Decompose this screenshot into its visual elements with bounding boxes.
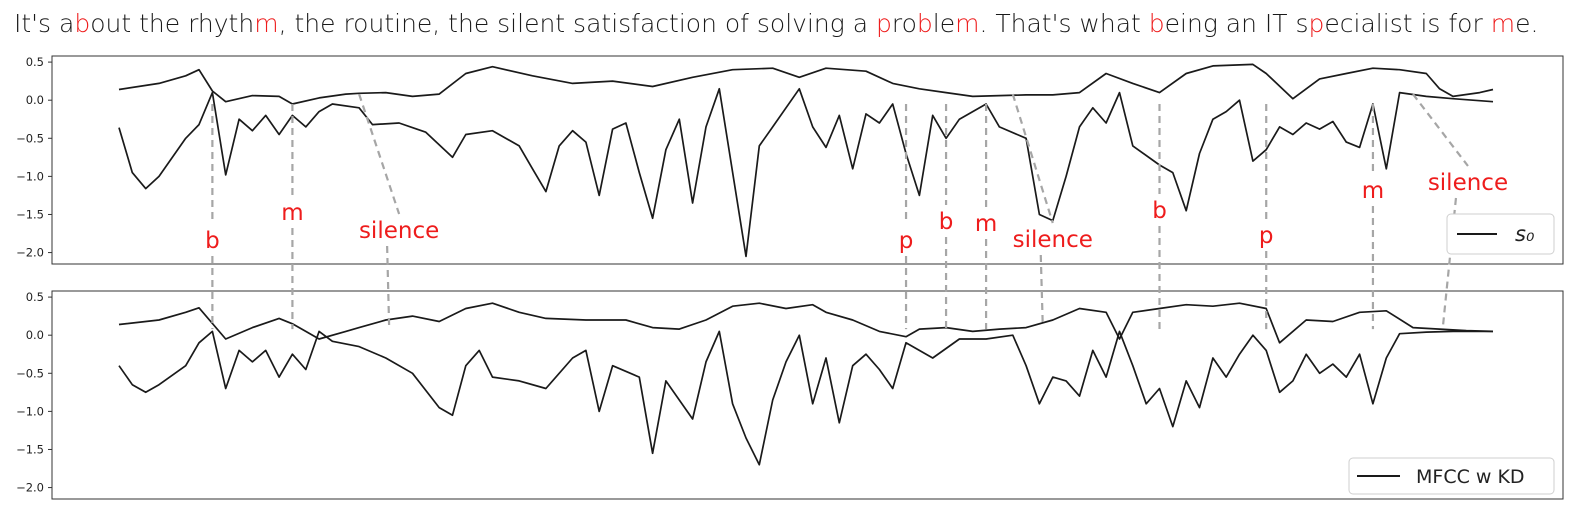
series-line-lower-curve [118,87,1494,258]
series-line-upper-curve [118,302,1494,344]
annotation-connector [358,93,401,215]
sentence-segment: e. [1515,9,1538,38]
highlighted-letter: b [917,9,933,38]
annotation-phoneme: m [975,211,997,237]
legend-mfcc-kd: MFCC w KD [1348,457,1555,495]
y-tick-label: −2.0 [16,481,44,495]
highlighted-letter: p [876,9,892,38]
sentence-segment: eing an IT s [1165,9,1309,38]
sentence-segment: , the routine, the silent satisfaction o… [279,9,876,38]
sentence-segment: out the rhyth [90,9,254,38]
highlighted-letter: m [955,9,979,38]
y-tick-label: −2.0 [16,246,44,260]
highlighted-letter: b [1149,9,1165,38]
sentence-segment: ro [892,9,917,38]
annotation-silence: silence [1428,170,1508,196]
y-tick-label: −0.5 [16,131,44,145]
highlighted-letter: b [74,9,90,38]
annotation-connector [1441,197,1458,327]
annotation-phoneme: b [1152,198,1167,224]
sentence-segment: . That's what [979,9,1148,38]
highlighted-letter: m [1491,9,1515,38]
annotation-phoneme: p [899,228,914,254]
annotation-silence: silence [1013,227,1093,253]
annotation-silence: silence [359,218,439,244]
y-tick-label: 0.5 [26,55,44,69]
sentence-caption: It's about the rhythm, the routine, the … [14,9,1538,38]
y-tick-label: −1.5 [16,442,44,456]
series-line-lower-curve [118,330,1493,466]
sentence-segment: It's a [14,9,74,38]
legend-label: s₀ [1515,222,1535,246]
plot-frame [51,290,1564,500]
legend-label: MFCC w KD [1416,466,1525,488]
annotation-phoneme: p [1259,223,1274,249]
highlighted-letter: m [254,9,278,38]
plot-frame [51,55,1564,265]
annotation-phoneme: m [281,200,303,226]
legend-s0: s₀ [1446,213,1555,255]
y-tick-label: −1.5 [16,207,44,221]
annotation-phoneme: m [1362,178,1384,204]
annotation-phoneme: b [205,228,220,254]
y-tick-label: 0.0 [26,328,44,342]
sentence-segment: le [933,9,955,38]
highlighted-letter: p [1309,9,1325,38]
annotation-connectors [211,93,1469,330]
y-tick-label: 0.5 [26,290,44,304]
legend-box [1446,213,1555,255]
chart-panel-mfcc-kd: 0.5 0.0 −0.5 −1.0 −1.5 −2.0 [16,290,1564,500]
annotation-connector [1011,93,1054,224]
y-tick-label: 0.0 [26,93,44,107]
legend-box [1348,457,1555,495]
annotation-connector [386,245,391,327]
y-tick-label: −1.0 [16,169,44,183]
annotation-connector [1412,93,1469,167]
chart-panel-s0: 0.5 0.0 −0.5 −1.0 −1.5 −2.0 [16,55,1564,265]
y-tick-label: −0.5 [16,366,44,380]
annotation-phoneme: b [939,209,954,235]
y-tick-label: −1.0 [16,404,44,418]
series-line-upper-curve [118,63,1494,105]
sentence-segment: ecialist is for [1324,9,1490,38]
